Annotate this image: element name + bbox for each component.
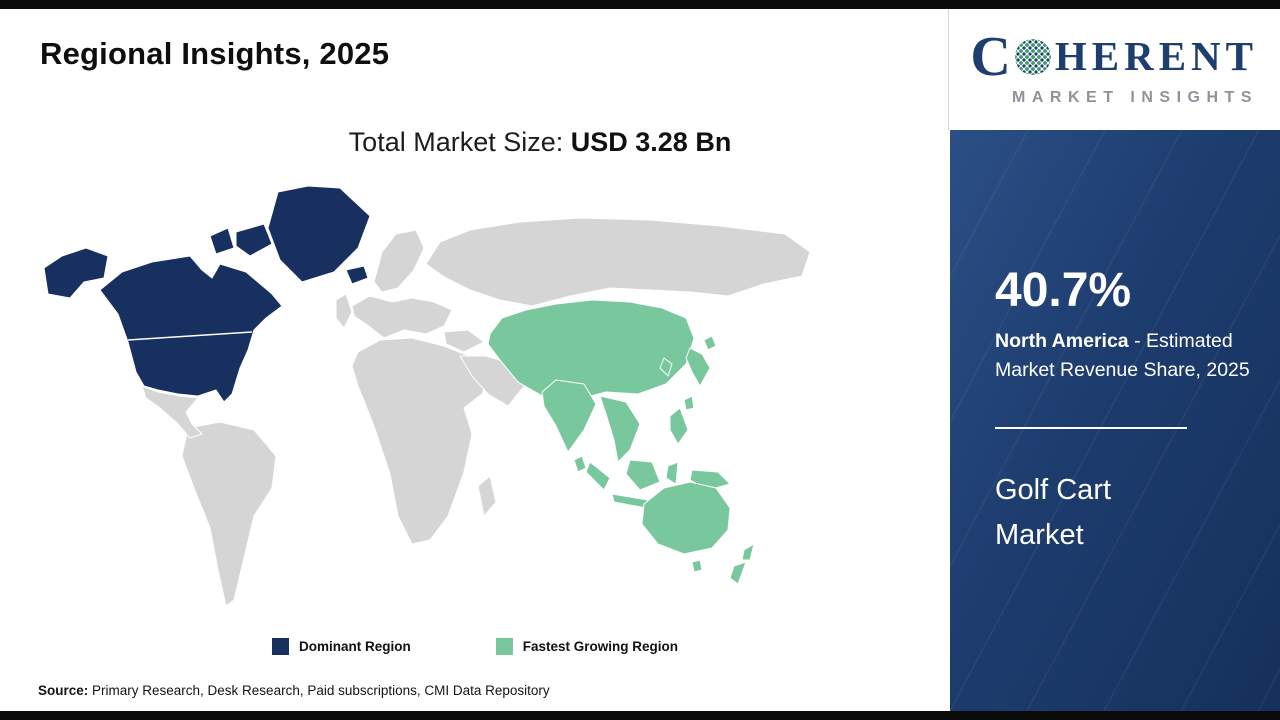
total-market-size: Total Market Size: USD 3.28 Bn (130, 127, 950, 158)
total-market-size-value: USD 3.28 Bn (570, 127, 732, 157)
region-russia (425, 217, 811, 307)
dominant-region-swatch (271, 638, 289, 655)
region-japan (685, 347, 711, 387)
region-korea (659, 357, 673, 377)
total-market-size-label: Total Market Size: (348, 127, 564, 157)
world-map-svg (43, 185, 811, 607)
legend-item-fastest: Fastest Growing Region (495, 638, 678, 655)
region-new-zealand-south (729, 561, 747, 585)
region-australia (641, 481, 731, 555)
market-share-description: North America - Estimated Market Revenue… (995, 327, 1265, 384)
market-share-value: 40.7% (995, 264, 1132, 317)
region-greenland (267, 185, 371, 283)
globe-icon (1014, 38, 1051, 75)
region-arctic-island-2 (209, 227, 235, 255)
logo-word-rest: HERENT (1054, 33, 1258, 80)
logo-letter-c: C (970, 25, 1011, 88)
source-line: Source: Primary Research, Desk Research,… (38, 683, 550, 698)
world-map (40, 172, 820, 624)
region-south-america (181, 421, 277, 607)
region-indochina (599, 395, 641, 463)
region-borneo (625, 459, 661, 491)
region-new-zealand-north (741, 543, 755, 561)
fastest-growing-region-swatch (495, 638, 513, 655)
region-iceland (345, 265, 369, 285)
legend-item-dominant: Dominant Region (271, 638, 411, 655)
market-share-desc-rest: - Estimated Market Revenue Share, 2025 (995, 330, 1250, 381)
map-legend: Dominant Region Fastest Growing Region (0, 638, 950, 655)
region-africa (351, 337, 491, 545)
logo-tagline: MARKET INSIGHTS (1012, 89, 1258, 107)
top-black-bar (0, 0, 1280, 9)
region-scandinavia (373, 229, 425, 293)
regions-fastest-growing (487, 299, 755, 585)
region-central-asia-china (487, 299, 695, 401)
usa-canada-border (127, 331, 253, 341)
header-vertical-divider (948, 9, 949, 130)
regions-dominant (43, 185, 371, 403)
region-taiwan (683, 395, 695, 411)
region-madagascar (477, 475, 497, 517)
page-title: Regional Insights, 2025 (40, 36, 390, 71)
source-label: Source: (38, 683, 89, 698)
legend-label-dominant: Dominant Region (298, 639, 411, 654)
region-uk (335, 293, 353, 329)
insight-sidebar: 40.7% North America - Estimated Market R… (950, 130, 1280, 711)
coherent-logo: C HERENT (970, 25, 1258, 88)
sidebar-divider (995, 427, 1187, 429)
region-mexico-central-america (141, 385, 203, 439)
region-tasmania (691, 559, 703, 573)
region-java (611, 493, 649, 509)
region-europe (351, 295, 453, 339)
region-sulawesi (665, 461, 679, 485)
region-sumatra (585, 461, 611, 491)
region-india (541, 379, 597, 453)
market-name: Golf Cart Market (995, 474, 1112, 551)
brand-logo-panel: C HERENT MARKET INSIGHTS (950, 9, 1280, 130)
region-alaska (43, 247, 109, 299)
legend-label-fastest: Fastest Growing Region (522, 639, 678, 654)
market-share-region: North America (995, 330, 1129, 352)
region-hokkaido (703, 335, 717, 351)
region-canada-usa (99, 255, 283, 403)
main-content-area: Regional Insights, 2025 Total Market Siz… (0, 9, 950, 711)
region-philippines (669, 407, 689, 445)
region-sri-lanka (573, 455, 587, 473)
region-arctic-island-1 (235, 223, 273, 257)
source-text: Primary Research, Desk Research, Paid su… (88, 683, 550, 698)
bottom-black-bar (0, 711, 1280, 720)
region-turkey (443, 329, 485, 353)
